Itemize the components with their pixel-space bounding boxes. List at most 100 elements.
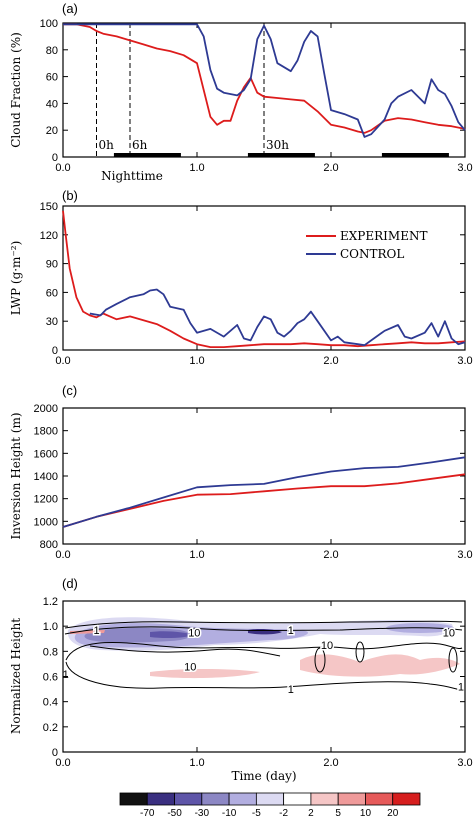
colorbar-label: 20 <box>387 808 399 817</box>
panel-a-y-axis-label: Cloud Fraction (%) <box>9 32 23 148</box>
colorbar-label: -2 <box>279 808 288 817</box>
panel-a-x-axis-label: Nighttime <box>101 169 163 183</box>
colorbar-label: -70 <box>140 808 155 817</box>
y-tick-label: 0.2 <box>43 722 58 734</box>
colorbar-swatch <box>255 792 285 806</box>
y-tick-label: 90 <box>46 259 58 271</box>
x-tick-label: 3.0 <box>457 162 472 174</box>
colorbar-label: -10 <box>222 808 237 817</box>
contour-label: 10 <box>443 627 455 639</box>
x-tick-label: 2.0 <box>323 757 338 769</box>
x-tick-label: 1.0 <box>189 757 204 769</box>
y-tick-label: 0.4 <box>43 697 58 709</box>
contour-label: 10 <box>321 640 333 652</box>
y-tick-label: 1.0 <box>43 621 58 633</box>
series-line-experiment <box>62 473 466 528</box>
y-tick-label: 1400 <box>34 471 58 483</box>
panel-b: (b) 0 30 60 90 120 150 0.0 1.0 2.0 3.0 EXPERIMEN… <box>9 188 473 367</box>
colorbar-swatch <box>201 792 230 806</box>
y-tick-label: 0 <box>52 747 58 759</box>
positive-region-upper-left <box>70 630 105 634</box>
y-tick-label: 120 <box>40 230 58 242</box>
panel-a: (a) 0 20 40 60 80 100 0.0 1.0 2.0 3.0 0h 6h 30h Cl… <box>9 1 473 183</box>
x-tick-label: 3.0 <box>457 355 472 367</box>
panel-d-y-ticks: 0 0.2 0.4 0.6 0.8 1.0 1.2 <box>43 596 465 759</box>
contour-10 <box>89 645 281 657</box>
panel-d-x-axis-label: Time (day) <box>231 769 296 783</box>
colorbar-label: 2 <box>308 808 314 817</box>
annotation-label: 6h <box>132 138 148 152</box>
y-tick-label: 1.2 <box>43 596 58 608</box>
panel-c-series <box>62 456 466 528</box>
contour-upper-2 <box>64 626 463 635</box>
panel-c: (c) 800 1000 1200 1400 1600 1800 2000 0.0 1.0 2.… <box>9 383 473 561</box>
panel-a-y-ticks: 0 20 40 60 80 100 <box>40 18 465 164</box>
contour-label: 1 <box>288 684 294 696</box>
y-tick-label: 0.6 <box>43 672 58 684</box>
annotation-label: 0h <box>99 138 115 152</box>
contour-label: 1 <box>458 682 464 694</box>
panel-d-y-axis-label: Normalized Height <box>9 618 23 734</box>
y-tick-label: 1800 <box>34 426 58 438</box>
y-tick-label: 20 <box>46 125 58 137</box>
colorbar-label: -30 <box>195 808 210 817</box>
y-tick-label: 0.8 <box>43 646 58 658</box>
panel-a-label: (a) <box>62 1 78 16</box>
colorbar-label: 5 <box>335 808 341 817</box>
panel-d-label: (d) <box>62 576 78 591</box>
positive-region-lower-left <box>150 669 260 679</box>
panel-c-y-ticks: 800 1000 1200 1400 1600 1800 2000 <box>34 403 465 551</box>
y-tick-label: 0 <box>52 345 58 357</box>
x-tick-label: 2.0 <box>323 549 338 561</box>
colorbar-swatch <box>119 792 148 806</box>
contour-loop-2 <box>355 641 365 663</box>
colorbar-swatch <box>146 792 175 806</box>
y-tick-label: 30 <box>46 316 58 328</box>
colorbar-swatch <box>228 792 257 806</box>
positive-region-lower-right <box>300 654 460 677</box>
colorbar-label: -5 <box>252 808 261 817</box>
y-tick-label: 40 <box>46 98 58 110</box>
colorbar-swatch <box>337 792 366 806</box>
panel-b-frame <box>62 205 466 351</box>
x-tick-label: 1.0 <box>189 549 204 561</box>
colorbar: -70 -50 -30 -10 -5 -2 2 5 10 20 <box>119 792 421 817</box>
contour-lower <box>65 661 463 691</box>
y-tick-label: 150 <box>40 201 58 213</box>
contour-label: 10 <box>184 661 196 673</box>
panel-a-series <box>63 23 466 138</box>
y-tick-label: 60 <box>46 287 58 299</box>
panel-c-frame <box>62 407 466 545</box>
annotation-label: 30h <box>266 138 289 152</box>
contour-label: 1 <box>288 625 294 637</box>
contour-label: 10 <box>188 627 200 639</box>
x-tick-label: 1.0 <box>189 162 204 174</box>
panel-a-x-ticks: 0.0 1.0 2.0 3.0 <box>55 23 473 174</box>
series-line-experiment <box>62 210 466 349</box>
panel-b-series <box>62 210 466 349</box>
panel-c-y-axis-label: Inversion Height (m) <box>9 412 23 539</box>
colorbar-label: 10 <box>360 808 372 817</box>
panel-d-field <box>67 617 460 679</box>
x-tick-label: 3.0 <box>457 549 472 561</box>
x-tick-label: 0.0 <box>55 162 70 174</box>
y-tick-label: 1000 <box>34 516 58 528</box>
colorbar-swatch <box>310 792 339 806</box>
colorbar-swatch <box>365 792 394 806</box>
contour-loop-3 <box>448 647 458 673</box>
colorbar-swatch <box>283 792 312 806</box>
contour-middle <box>65 642 463 661</box>
colorbar-swatch <box>392 792 421 806</box>
y-tick-label: 100 <box>40 18 58 30</box>
y-tick-label: 60 <box>46 72 58 84</box>
contour-label: 1 <box>93 625 99 637</box>
series-line-control <box>62 456 466 528</box>
negative-region-core <box>150 631 195 639</box>
x-tick-label: 0.0 <box>55 549 70 561</box>
x-tick-label: 0.0 <box>55 757 70 769</box>
y-tick-label: 1200 <box>34 494 58 506</box>
panel-b-y-ticks: 0 30 60 90 120 150 <box>40 201 465 357</box>
x-tick-label: 1.0 <box>189 355 204 367</box>
